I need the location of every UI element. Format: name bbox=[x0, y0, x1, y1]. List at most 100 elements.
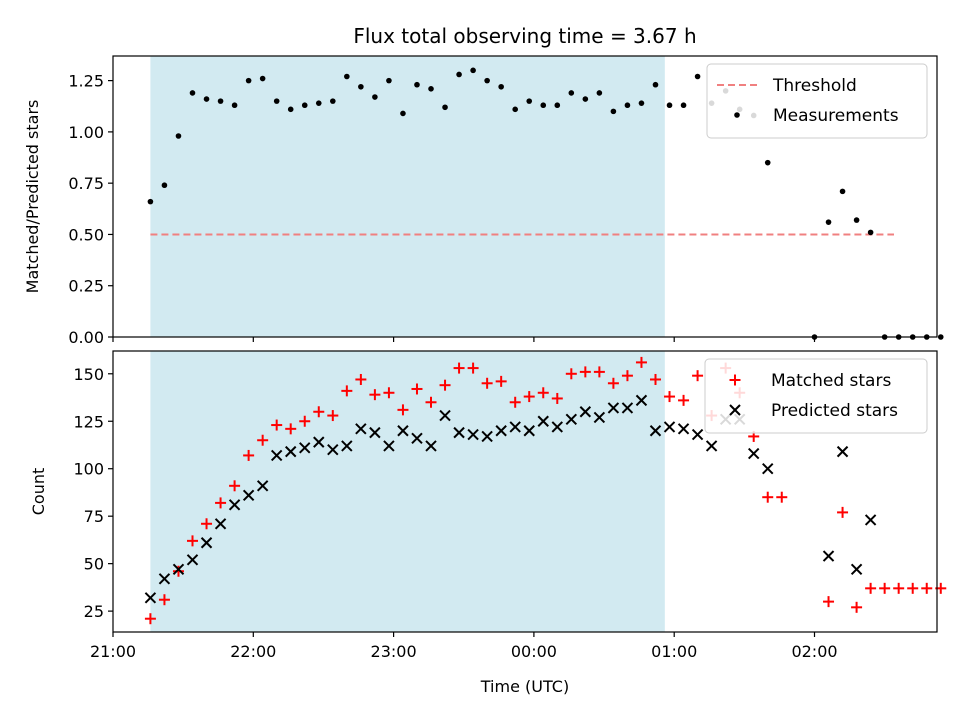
data-point bbox=[355, 423, 367, 435]
data-point bbox=[285, 445, 297, 458]
data-point bbox=[315, 100, 322, 106]
data-point bbox=[327, 410, 339, 422]
data-point bbox=[850, 563, 863, 576]
data-point bbox=[747, 447, 760, 460]
data-point bbox=[825, 219, 832, 225]
data-point bbox=[837, 506, 849, 518]
data-point bbox=[624, 102, 631, 109]
data-point bbox=[680, 102, 687, 109]
y-tick-label: 0.50 bbox=[68, 225, 104, 244]
data-point bbox=[299, 442, 311, 454]
data-point bbox=[358, 83, 364, 90]
data-point bbox=[638, 100, 645, 106]
data-point bbox=[147, 198, 154, 205]
data-point bbox=[344, 73, 350, 80]
y-axis-title: Count bbox=[29, 468, 48, 516]
data-point bbox=[495, 375, 507, 387]
bottom-panel: 25 50 75 100 125 150 Count 21:00 22:00 23:00 00:00… bbox=[29, 350, 947, 661]
data-point bbox=[383, 440, 395, 452]
data-point bbox=[481, 430, 493, 443]
data-point bbox=[607, 377, 619, 389]
data-point bbox=[242, 489, 255, 502]
data-point bbox=[776, 491, 788, 503]
x-tick-label: 23:00 bbox=[371, 642, 417, 661]
data-point bbox=[231, 102, 238, 109]
data-point bbox=[893, 582, 905, 594]
y-tick-label: 100 bbox=[73, 460, 104, 479]
data-point bbox=[867, 229, 874, 236]
legend-box bbox=[704, 358, 928, 434]
x-tick-label: 02:00 bbox=[791, 642, 837, 661]
data-point bbox=[649, 373, 661, 385]
data-point bbox=[621, 370, 633, 382]
data-point bbox=[456, 71, 462, 78]
data-point bbox=[372, 94, 378, 100]
data-point bbox=[245, 77, 252, 84]
data-point bbox=[822, 550, 835, 562]
legend-label: Predicted stars bbox=[771, 401, 898, 421]
y-tick-label: 75 bbox=[84, 507, 104, 526]
legend-swatch bbox=[729, 404, 741, 416]
legend-box bbox=[706, 63, 928, 139]
data-point bbox=[664, 391, 676, 403]
data-point bbox=[271, 419, 283, 431]
data-point bbox=[551, 392, 563, 404]
y-tick-label: 1.00 bbox=[68, 123, 104, 142]
data-point bbox=[400, 110, 406, 117]
data-point bbox=[537, 415, 549, 427]
data-point bbox=[256, 480, 269, 492]
data-point bbox=[172, 563, 185, 576]
data-point bbox=[839, 188, 846, 195]
data-point bbox=[214, 518, 227, 530]
data-point bbox=[175, 133, 182, 139]
data-point bbox=[327, 444, 339, 456]
data-point bbox=[217, 98, 224, 104]
legend-label: Measurements bbox=[773, 106, 899, 126]
data-point bbox=[523, 391, 535, 403]
data-point bbox=[411, 383, 423, 395]
data-point bbox=[694, 73, 701, 80]
data-point bbox=[273, 98, 280, 104]
data-point bbox=[453, 362, 465, 374]
data-point bbox=[823, 596, 835, 608]
data-point bbox=[425, 440, 437, 452]
data-point bbox=[498, 83, 504, 90]
data-point bbox=[921, 582, 933, 594]
data-point bbox=[495, 425, 507, 437]
legend: Threshold Measurements bbox=[706, 63, 928, 139]
data-point bbox=[565, 413, 578, 426]
data-point bbox=[470, 67, 476, 74]
y-tick-label: 0.25 bbox=[68, 277, 104, 296]
data-point bbox=[692, 370, 704, 382]
data-point bbox=[467, 428, 479, 441]
data-point bbox=[355, 373, 367, 385]
data-point bbox=[414, 81, 420, 88]
data-point bbox=[299, 415, 311, 427]
data-point bbox=[257, 434, 269, 446]
data-point bbox=[596, 90, 603, 96]
data-point bbox=[425, 396, 437, 408]
data-point bbox=[442, 104, 448, 111]
data-point bbox=[187, 535, 199, 547]
top-panel: 0.00 0.25 0.50 0.75 1.00 1.25 Matched/Predicte… bbox=[23, 55, 944, 347]
axes-frame bbox=[112, 55, 938, 338]
data-point bbox=[523, 425, 535, 437]
data-point bbox=[649, 425, 662, 437]
data-point bbox=[383, 387, 395, 399]
data-point bbox=[610, 108, 617, 115]
data-point bbox=[579, 406, 592, 418]
x-tick-label: 01:00 bbox=[651, 642, 697, 661]
data-point bbox=[397, 404, 409, 416]
data-point bbox=[161, 182, 168, 189]
legend-swatch bbox=[734, 112, 740, 118]
data-point bbox=[453, 426, 465, 439]
data-point bbox=[330, 98, 336, 104]
data-point bbox=[540, 102, 547, 109]
data-point bbox=[853, 217, 860, 223]
data-point bbox=[428, 86, 434, 92]
data-point bbox=[762, 463, 774, 475]
data-point bbox=[467, 362, 479, 374]
data-point bbox=[691, 428, 704, 441]
data-point bbox=[593, 411, 606, 424]
